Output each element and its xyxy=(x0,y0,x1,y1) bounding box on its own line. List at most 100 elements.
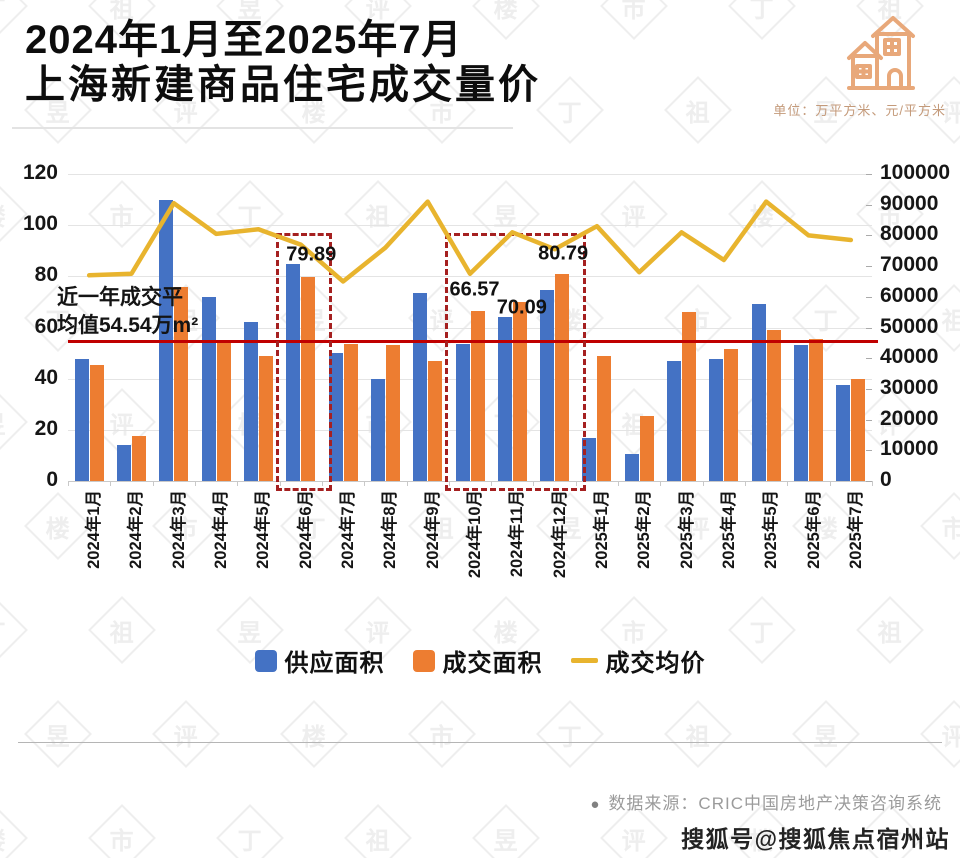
left-axis-tick-label: 20 xyxy=(34,416,58,440)
right-axis-tick xyxy=(866,388,872,390)
bullet-icon: ● xyxy=(590,796,601,813)
gridline xyxy=(68,378,872,380)
bar-deal xyxy=(597,355,612,481)
title-line-2: 上海新建商品住宅成交量价 xyxy=(25,63,541,107)
x-axis-tick xyxy=(491,481,493,486)
watermark-tile: 昱 xyxy=(792,700,860,768)
watermark-tile: 祖 xyxy=(344,804,412,858)
bar-deal xyxy=(555,274,570,481)
x-axis-tick xyxy=(618,481,620,486)
x-axis-tick xyxy=(829,481,831,486)
house-icon xyxy=(843,12,917,99)
bar-deal xyxy=(216,340,231,481)
x-axis-tick xyxy=(364,481,366,486)
bar-value-label: 70.09 xyxy=(496,296,547,319)
bar-supply xyxy=(328,353,343,481)
average-annotation: 近一年成交平 均值54.54万m² xyxy=(57,284,198,340)
left-axis-tick-label: 40 xyxy=(34,365,58,389)
x-axis-tick xyxy=(533,481,535,486)
legend-item-price: 成交均价 xyxy=(570,643,706,678)
right-axis-tick xyxy=(866,327,872,329)
watermark-tile: 丁 xyxy=(728,0,796,40)
bar-supply xyxy=(836,385,851,481)
x-axis-tick xyxy=(321,481,323,486)
watermark-tile: 市 xyxy=(88,804,156,858)
left-axis-tick-label: 100 xyxy=(22,212,58,236)
right-axis-tick xyxy=(866,296,872,298)
x-axis-tick xyxy=(660,481,662,486)
bar-deal xyxy=(682,312,697,481)
right-axis-tick-label: 10000 xyxy=(880,437,939,461)
bar-deal xyxy=(512,301,527,481)
average-line xyxy=(68,339,878,343)
right-axis-tick-label: 40000 xyxy=(880,345,939,369)
right-axis-tick-label: 80000 xyxy=(880,222,939,246)
data-source-text: 数据来源：CRIC中国房地产决策咨询系统 xyxy=(608,794,942,813)
watermark-tile: 祖 xyxy=(664,700,732,768)
x-axis-line xyxy=(68,481,872,482)
x-axis-tick xyxy=(152,481,154,486)
gridline xyxy=(68,225,872,227)
highlight-box-1 xyxy=(275,233,332,491)
watermark-tile: 市 xyxy=(408,700,476,768)
right-axis-tick xyxy=(866,450,872,452)
chart: 近一年成交平 均值54.54万m² 0 20 40 60 80 100 120 0 10000 2… xyxy=(0,150,960,655)
right-axis-tick xyxy=(866,481,872,482)
supply-swatch-icon xyxy=(254,649,277,672)
average-annotation-line2: 均值54.54万m² xyxy=(57,314,199,337)
bar-deal xyxy=(851,378,866,481)
bar-deal xyxy=(809,339,824,481)
x-axis-tick xyxy=(787,481,789,486)
bar-supply xyxy=(243,322,258,481)
x-axis-tick xyxy=(194,481,196,486)
right-axis-tick xyxy=(866,419,872,421)
watermark-tile: 丁 xyxy=(536,76,604,144)
gridline xyxy=(68,174,872,175)
bar-supply xyxy=(751,304,766,481)
right-axis-tick xyxy=(866,266,872,268)
left-axis-tick-label: 60 xyxy=(34,314,58,338)
legend-label-deal: 成交面积 xyxy=(442,650,543,677)
bar-supply xyxy=(497,317,512,481)
watermark-tile: 楼 xyxy=(280,700,348,768)
bar-supply xyxy=(455,344,470,481)
bar-supply xyxy=(709,359,724,481)
watermark-tile: 评 xyxy=(152,700,220,768)
watermark-tile: 昱 xyxy=(472,804,540,858)
bar-deal xyxy=(766,330,781,481)
legend-label-supply: 供应面积 xyxy=(284,650,385,677)
left-axis-tick-label: 120 xyxy=(22,161,58,184)
right-axis-tick-label: 50000 xyxy=(880,314,939,338)
bar-deal xyxy=(131,436,146,481)
x-axis-tick xyxy=(745,481,747,486)
bar-deal xyxy=(428,360,443,481)
bar-deal xyxy=(174,286,189,481)
bar-value-label: 80.79 xyxy=(538,242,589,265)
footer-divider xyxy=(18,742,942,743)
x-axis-tick xyxy=(279,481,281,486)
x-axis-tick xyxy=(448,481,450,486)
sohu-stamp: 搜狐号@搜狐焦点宿州站 xyxy=(681,826,950,852)
bar-deal xyxy=(343,344,358,481)
x-axis-tick xyxy=(406,481,408,486)
gridline xyxy=(68,429,872,431)
watermark-tile: 昱 xyxy=(24,700,92,768)
x-axis-tick xyxy=(575,481,577,486)
right-axis-tick-label: 20000 xyxy=(880,406,939,430)
bar-supply xyxy=(116,445,131,481)
left-axis-tick-label: 0 xyxy=(46,468,58,491)
legend-label-price: 成交均价 xyxy=(605,650,706,677)
title-line-1: 2024年1月至2025年7月 xyxy=(25,18,463,62)
data-source: ● 数据来源：CRIC中国房地产决策咨询系统 xyxy=(590,789,942,814)
watermark-tile: 楼 xyxy=(0,804,28,858)
right-axis-tick-label: 30000 xyxy=(880,375,939,399)
bar-supply xyxy=(667,360,682,481)
bar-deal xyxy=(89,364,104,481)
average-annotation-line1: 近一年成交平 xyxy=(57,286,183,309)
bar-supply xyxy=(794,345,809,481)
bar-deal xyxy=(301,276,316,481)
chart-legend: 供应面积 成交面积 成交均价 xyxy=(0,643,960,678)
right-axis-tick-label: 60000 xyxy=(880,283,939,307)
bar-supply xyxy=(582,437,597,481)
